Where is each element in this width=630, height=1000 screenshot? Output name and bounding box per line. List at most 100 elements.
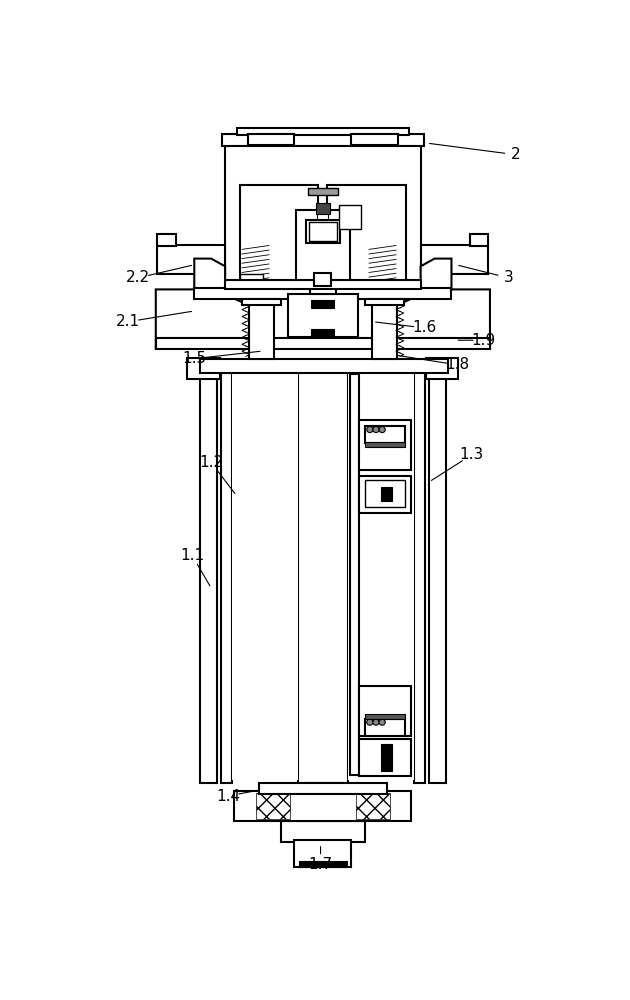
Bar [435,338,490,349]
Bar [318,214,328,225]
Bar [158,234,176,246]
Bar [359,476,411,513]
Bar [241,276,261,285]
Text: 1.8: 1.8 [445,357,470,372]
Bar [259,783,387,794]
Bar [242,299,280,305]
Bar [400,476,411,513]
Bar [341,206,359,228]
Bar [359,476,370,513]
Text: 1.3: 1.3 [459,447,484,462]
Bar [222,134,424,146]
Bar [341,294,358,337]
Bar [365,299,404,305]
Circle shape [373,426,379,433]
Bar [288,294,358,337]
Bar [249,135,293,144]
Circle shape [379,719,385,725]
Bar [225,145,248,289]
Bar [311,300,335,308]
Bar [374,280,421,289]
Bar [435,289,490,349]
Bar [381,744,392,771]
Bar [359,420,370,470]
Text: 2: 2 [510,147,520,162]
Bar [372,303,397,359]
Bar [222,134,424,146]
Bar [309,222,336,241]
Text: 1.4: 1.4 [216,789,240,804]
Bar [426,358,459,379]
Bar [296,210,350,283]
Bar [356,793,390,819]
Bar [297,243,348,282]
Bar [248,134,294,145]
Bar [429,367,446,783]
Bar [359,739,411,776]
Bar [280,821,365,842]
Bar [200,367,217,783]
Polygon shape [156,289,251,349]
Bar [221,370,232,783]
Bar [187,358,220,379]
Bar [239,274,263,286]
Bar [316,203,330,214]
Bar [299,861,347,867]
Circle shape [379,426,385,433]
Bar [470,234,488,246]
Bar [359,686,370,736]
Bar [426,358,459,379]
Bar [409,359,447,373]
Polygon shape [394,289,490,349]
Polygon shape [421,259,452,289]
Text: 1.5: 1.5 [182,351,207,366]
Bar [306,220,340,243]
Bar [409,288,452,299]
Bar [187,358,220,379]
Bar [298,367,348,783]
Bar [158,245,225,274]
Bar [365,299,404,305]
Bar [310,283,336,294]
Bar [156,289,211,349]
Bar [311,285,335,292]
Bar [239,185,318,286]
Bar [365,480,405,507]
Bar [339,205,360,229]
Bar [256,793,290,819]
Bar [400,420,411,470]
Bar [398,145,421,289]
Bar [221,370,232,783]
Bar [225,145,421,289]
Bar [400,686,411,736]
Polygon shape [365,442,405,447]
Text: 3: 3 [503,270,513,285]
Bar [353,135,396,144]
Polygon shape [365,714,405,719]
Bar [237,128,409,135]
Text: 1.9: 1.9 [472,333,496,348]
Bar [242,299,280,305]
Bar [259,783,387,794]
Bar [421,245,488,274]
Bar [315,274,331,285]
Bar [241,246,317,285]
Bar [311,224,335,239]
Bar [350,374,359,774]
Circle shape [373,719,379,725]
Bar [414,370,425,783]
Bar [288,294,305,337]
Bar [156,338,490,349]
Circle shape [367,426,373,433]
Bar [381,487,392,501]
Bar [311,329,335,337]
Bar [429,367,446,783]
Bar [225,280,421,289]
Polygon shape [194,259,225,289]
Bar [280,821,365,842]
Bar [328,185,406,286]
Bar [200,367,217,783]
Bar [314,273,331,286]
Bar [234,791,411,821]
Bar [249,303,273,359]
